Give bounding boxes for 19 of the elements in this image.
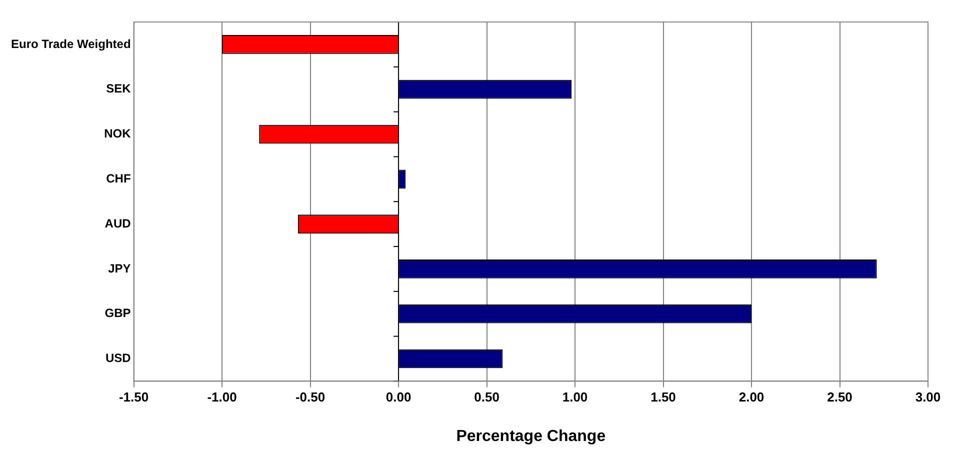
y-tick-label: GBP (104, 306, 131, 320)
y-tick-label: Euro Trade Weighted (11, 36, 131, 51)
x-tick-label: -0.50 (295, 390, 326, 405)
x-tick-label: 2.00 (738, 390, 764, 405)
y-tick-label: NOK (104, 126, 132, 141)
x-tick-label: 1.50 (650, 390, 676, 405)
x-tick-label: 3.00 (915, 390, 941, 405)
y-tick-label: AUD (104, 216, 132, 230)
y-tick-label: USD (105, 351, 132, 366)
x-tick-label: -1.50 (118, 390, 149, 405)
x-tick-label: 0.00 (386, 390, 412, 405)
x-tick-label: 2.50 (827, 390, 852, 405)
y-tick-label: SEK (106, 82, 132, 96)
y-tick-label: CHF (106, 171, 131, 186)
x-tick-label: -1.00 (207, 390, 237, 405)
x-tick-label: 0.50 (474, 390, 500, 405)
x-axis-title: Percentage Change (456, 428, 606, 445)
x-tick-label: 1.00 (562, 390, 588, 405)
y-tick-label: JPY (108, 261, 131, 276)
